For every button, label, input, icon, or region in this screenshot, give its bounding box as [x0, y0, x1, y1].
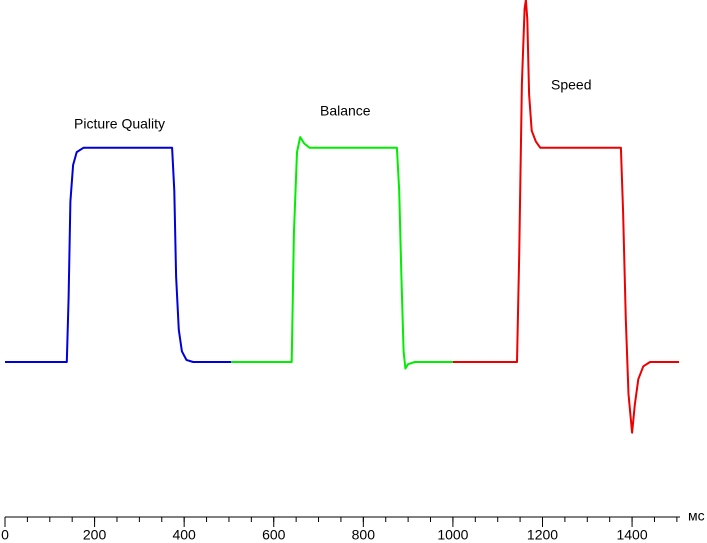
series-line [5, 146, 232, 363]
x-tick-label: 0 [1, 527, 9, 543]
x-tick-label: 800 [352, 527, 376, 543]
series-line [452, 0, 680, 434]
x-axis-unit: мс [688, 508, 705, 524]
x-tick-label: 1000 [437, 527, 468, 543]
series-label: Balance [320, 103, 371, 119]
x-tick-label: 400 [172, 527, 196, 543]
x-tick-label: 600 [262, 527, 286, 543]
x-tick-label: 200 [83, 527, 107, 543]
x-tick-label: 1400 [616, 527, 647, 543]
series-label: Speed [551, 77, 591, 93]
x-tick-label: 1200 [527, 527, 558, 543]
series-label: Picture Quality [74, 116, 165, 132]
series-line [231, 136, 453, 370]
